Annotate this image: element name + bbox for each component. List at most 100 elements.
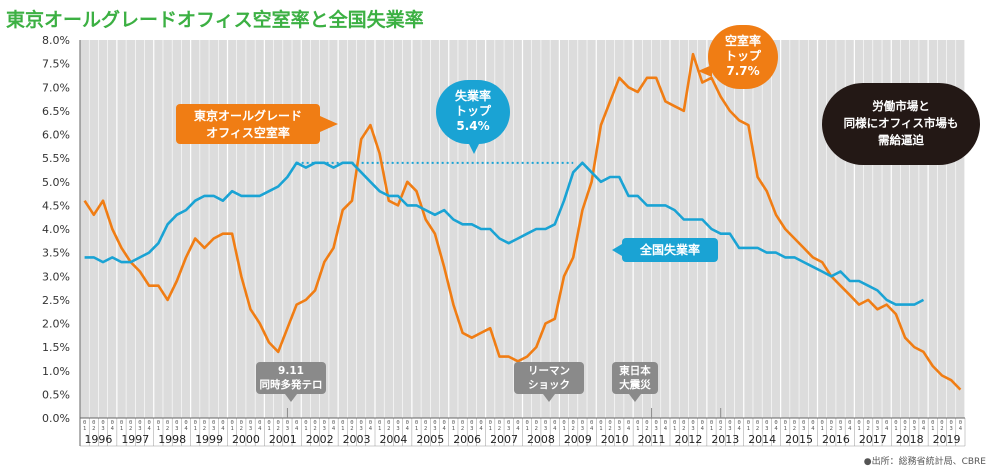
quarter-label: 3: [323, 426, 326, 432]
callout-line: 空室率: [724, 34, 761, 48]
quarter-label: 3: [950, 426, 953, 432]
quarter-prefix-label: 0: [157, 420, 160, 426]
quarter-label: 1: [562, 426, 565, 432]
callout-line: 東京オールグレード: [193, 109, 302, 123]
quarter-prefix-label: 0: [212, 420, 215, 426]
quarter-prefix-label: 0: [581, 420, 584, 426]
quarter-label: 1: [157, 426, 160, 432]
quarter-label: 4: [258, 426, 262, 432]
quarter-label: 3: [544, 426, 547, 432]
year-label: 1997: [121, 433, 149, 446]
quarter-label: 2: [608, 426, 611, 432]
quarter-prefix-label: 0: [811, 420, 814, 426]
quarter-prefix-label: 0: [295, 420, 298, 426]
quarter-label: 3: [691, 426, 694, 432]
quarter-prefix-label: 0: [765, 420, 768, 426]
quarter-prefix-label: 0: [710, 420, 713, 426]
quarter-label: 1: [489, 426, 492, 432]
quarter-label: 4: [922, 426, 926, 432]
quarter-prefix-label: 0: [535, 420, 538, 426]
quarter-label: 2: [645, 426, 648, 432]
y-tick-label: 7.0%: [42, 81, 70, 94]
year-label: 2004: [379, 433, 407, 446]
quarter-prefix-label: 0: [867, 420, 870, 426]
quarter-prefix-label: 0: [627, 420, 630, 426]
quarter-label: 4: [848, 426, 852, 432]
quarter-prefix-label: 0: [737, 420, 740, 426]
note-line: 同様にオフィス市場も: [843, 116, 959, 130]
quarter-label: 4: [295, 426, 299, 432]
quarter-prefix-label: 0: [249, 420, 252, 426]
quarter-prefix-label: 0: [922, 420, 925, 426]
y-tick-label: 8.0%: [42, 34, 70, 47]
quarter-label: 1: [673, 426, 676, 432]
quarter-label: 4: [959, 426, 963, 432]
year-label: 2018: [896, 433, 924, 446]
quarter-label: 1: [267, 426, 270, 432]
quarter-prefix-label: 0: [194, 420, 197, 426]
quarter-label: 3: [765, 426, 768, 432]
quarter-label: 1: [636, 426, 639, 432]
quarter-prefix-label: 0: [608, 420, 611, 426]
year-label: 2003: [343, 433, 371, 446]
quarter-prefix-label: 0: [590, 420, 593, 426]
quarter-label: 4: [442, 426, 446, 432]
quarter-prefix-label: 0: [101, 420, 104, 426]
quarter-label: 2: [129, 426, 132, 432]
quarter-label: 1: [525, 426, 528, 432]
quarter-prefix-label: 0: [525, 420, 528, 426]
y-tick-label: 0.5%: [42, 388, 70, 401]
quarter-label: 3: [470, 426, 473, 432]
quarter-label: 1: [452, 426, 455, 432]
y-tick-label: 1.0%: [42, 365, 70, 378]
year-label: 2000: [232, 433, 260, 446]
quarter-label: 1: [857, 426, 860, 432]
quarter-label: 4: [701, 426, 705, 432]
quarter-prefix-label: 0: [691, 420, 694, 426]
quarter-label: 3: [175, 426, 178, 432]
quarter-prefix-label: 0: [857, 420, 860, 426]
quarter-prefix-label: 0: [332, 420, 335, 426]
callout-line: 7.7%: [726, 64, 760, 78]
year-label: 2012: [674, 433, 702, 446]
y-tick-label: 1.5%: [42, 341, 70, 354]
quarter-label: 2: [682, 426, 685, 432]
quarter-label: 3: [286, 426, 289, 432]
quarter-label: 1: [710, 426, 713, 432]
quarter-label: 1: [378, 426, 381, 432]
quarter-prefix-label: 0: [903, 420, 906, 426]
year-label: 1998: [158, 433, 186, 446]
quarter-label: 2: [277, 426, 280, 432]
quarter-prefix-label: 0: [784, 420, 787, 426]
quarter-label: 2: [903, 426, 906, 432]
quarter-prefix-label: 0: [313, 420, 316, 426]
quarter-prefix-label: 0: [618, 420, 621, 426]
y-tick-label: 3.5%: [42, 247, 70, 260]
quarter-label: 3: [839, 426, 842, 432]
quarter-label: 4: [627, 426, 631, 432]
quarter-prefix-label: 0: [230, 420, 233, 426]
year-label: 2008: [527, 433, 555, 446]
y-tick-label: 6.5%: [42, 105, 70, 118]
quarter-prefix-label: 0: [876, 420, 879, 426]
quarter-prefix-label: 0: [747, 420, 750, 426]
y-tick-label: 2.5%: [42, 294, 70, 307]
y-axis: 0.0% 0.5% 1.0% 1.5% 2.0% 2.5% 3.0% 3.5% 4.0% 4.5%…: [42, 34, 70, 425]
quarter-prefix-label: 0: [673, 420, 676, 426]
quarter-label: 3: [433, 426, 436, 432]
quarter-label: 1: [599, 426, 602, 432]
quarter-label: 3: [360, 426, 363, 432]
callout-line: トップ: [724, 49, 761, 63]
quarter-prefix-label: 0: [940, 420, 943, 426]
quarter-prefix-label: 0: [516, 420, 519, 426]
quarter-label: 1: [820, 426, 823, 432]
quarter-label: 4: [737, 426, 741, 432]
quarter-label: 3: [581, 426, 584, 432]
callout-line: オフィス空室率: [206, 126, 290, 140]
note-line: 需給逼迫: [878, 133, 924, 147]
quarter-label: 2: [719, 426, 722, 432]
year-label: 2013: [711, 433, 739, 446]
quarter-label: 4: [184, 426, 188, 432]
quarter-prefix-label: 0: [360, 420, 363, 426]
quarter-prefix-label: 0: [498, 420, 501, 426]
